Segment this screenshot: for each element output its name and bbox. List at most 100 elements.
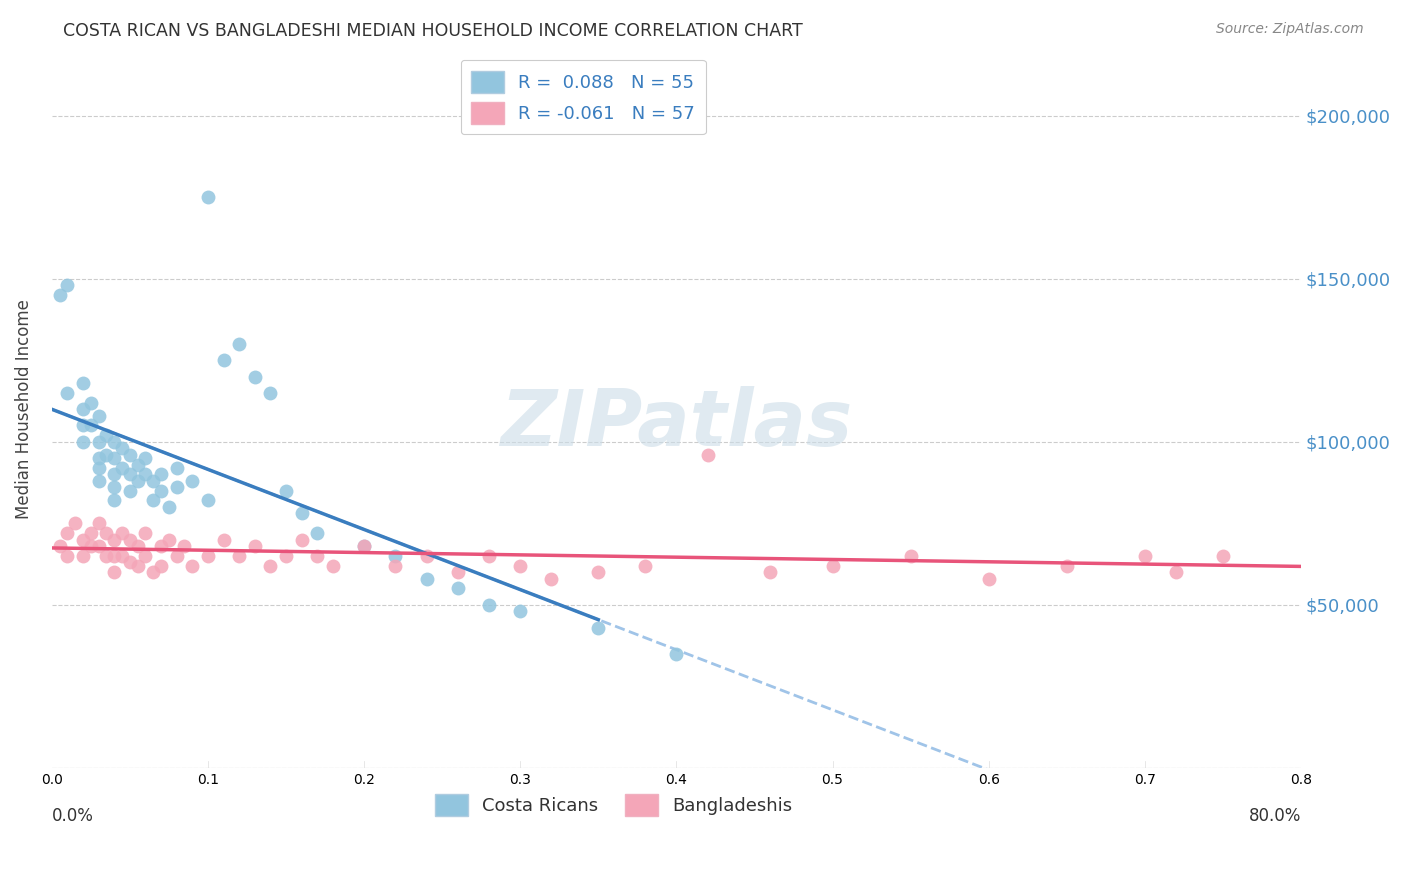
Point [259,558,281,573]
Point [166,461,188,475]
Legend: Costa Ricans, Bangladeshis: Costa Ricans, Bangladeshis [427,787,800,823]
Point [111,442,134,456]
Point [322,558,344,573]
Point [111,549,134,563]
Point [150,467,173,482]
Point [634,558,657,573]
Point [478,549,501,563]
Point [291,507,314,521]
Point [127,558,149,573]
Point [291,533,314,547]
Point [80,395,103,409]
Point [150,539,173,553]
Point [415,572,437,586]
Point [56,278,79,293]
Point [274,483,297,498]
Point [243,369,266,384]
Point [228,337,250,351]
Point [134,526,156,541]
Point [118,448,141,462]
Point [127,458,149,472]
Point [307,549,329,563]
Point [665,647,688,661]
Point [72,549,94,563]
Point [96,428,118,442]
Point [181,558,204,573]
Point [173,539,195,553]
Point [509,604,531,618]
Point [1133,549,1156,563]
Point [447,565,470,579]
Point [103,467,125,482]
Point [197,190,219,204]
Point [977,572,1000,586]
Point [415,549,437,563]
Point [134,451,156,466]
Point [118,483,141,498]
Point [127,539,149,553]
Point [197,549,219,563]
Point [540,572,562,586]
Point [56,549,79,563]
Point [87,516,110,531]
Point [1164,565,1187,579]
Point [142,474,165,488]
Point [142,493,165,508]
Point [103,451,125,466]
Point [72,376,94,391]
Point [87,539,110,553]
Point [111,461,134,475]
Point [118,533,141,547]
Point [96,526,118,541]
Point [1056,558,1078,573]
Point [103,549,125,563]
Point [478,598,501,612]
Point [259,385,281,400]
Point [87,434,110,449]
Point [96,549,118,563]
Point [56,526,79,541]
Point [353,539,375,553]
Point [134,549,156,563]
Point [1212,549,1234,563]
Point [150,483,173,498]
Point [87,461,110,475]
Point [103,533,125,547]
Point [103,565,125,579]
Text: 80.0%: 80.0% [1249,807,1301,825]
Text: ZIPatlas: ZIPatlas [501,385,852,461]
Point [384,549,406,563]
Point [274,549,297,563]
Text: Source: ZipAtlas.com: Source: ZipAtlas.com [1216,22,1364,37]
Point [134,467,156,482]
Point [80,418,103,433]
Point [80,526,103,541]
Point [96,448,118,462]
Point [588,565,610,579]
Point [80,539,103,553]
Point [118,467,141,482]
Point [72,434,94,449]
Point [157,500,180,514]
Point [157,533,180,547]
Point [447,582,470,596]
Point [103,493,125,508]
Point [56,385,79,400]
Point [212,353,235,368]
Point [821,558,844,573]
Point [197,493,219,508]
Point [166,549,188,563]
Point [87,451,110,466]
Point [243,539,266,553]
Point [307,526,329,541]
Point [212,533,235,547]
Point [72,418,94,433]
Point [48,288,70,302]
Text: 0.0%: 0.0% [52,807,94,825]
Point [103,480,125,494]
Point [103,434,125,449]
Point [127,474,149,488]
Point [150,558,173,573]
Point [696,448,718,462]
Point [118,555,141,569]
